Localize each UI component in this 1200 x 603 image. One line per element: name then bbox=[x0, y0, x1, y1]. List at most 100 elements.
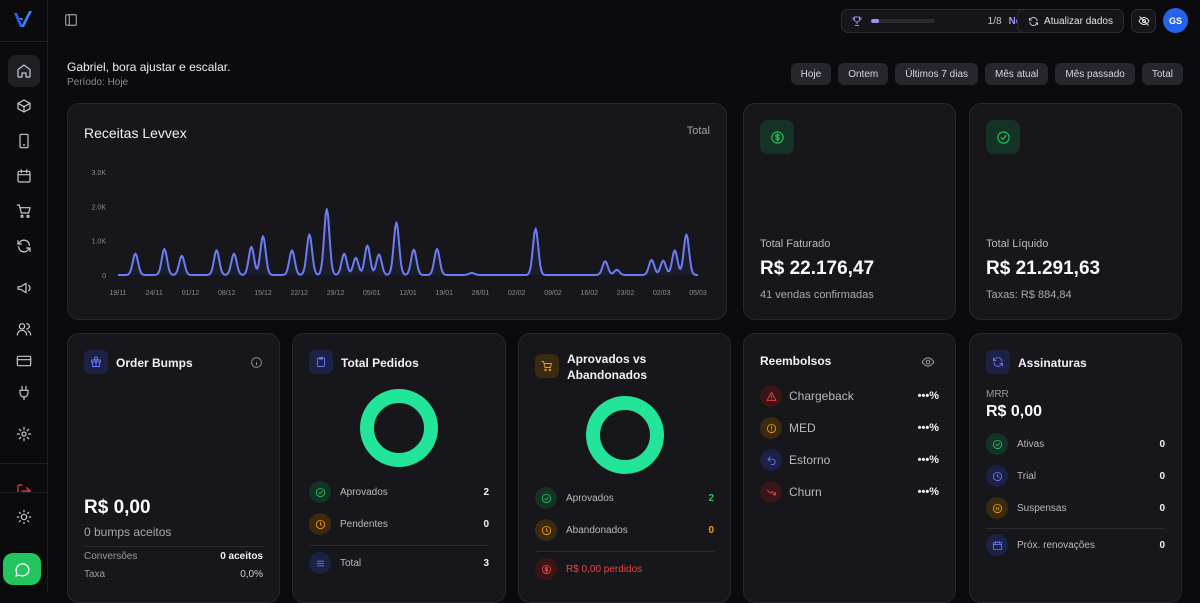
period-label: Período: Hoje bbox=[67, 77, 129, 88]
sidebar-item-logout[interactable] bbox=[8, 477, 40, 493]
x-tick-label: 15/12 bbox=[254, 290, 272, 297]
x-tick-label: 26/01 bbox=[472, 290, 490, 297]
eye-off-icon bbox=[1137, 16, 1150, 26]
sidebar-item-home[interactable] bbox=[8, 55, 40, 87]
revenue-series-line[interactable] bbox=[118, 208, 698, 276]
filter-yesterday[interactable]: Ontem bbox=[838, 63, 889, 85]
x-tick-label: 19/01 bbox=[435, 290, 453, 297]
sidebar-item-products[interactable] bbox=[8, 90, 40, 122]
sidebar-item-apps[interactable] bbox=[8, 125, 40, 157]
title-line: Aprovados vs bbox=[567, 352, 647, 366]
x-tick-label: 23/02 bbox=[617, 290, 635, 297]
row-label: Estorno bbox=[789, 453, 831, 467]
x-tick-label: 19/11 bbox=[110, 290, 127, 297]
kpi-value: R$ 21.291,63 bbox=[986, 258, 1101, 279]
approval-row-abandoned: Abandonados 0 bbox=[535, 518, 714, 542]
filter-last-month[interactable]: Mês passado bbox=[1055, 63, 1135, 85]
x-tick-label: 01/12 bbox=[182, 290, 200, 297]
order-bumps-row: Taxa 0,0% bbox=[84, 562, 263, 586]
order-bumps-card: Order Bumps R$ 0,00 0 bumps aceitos Conv… bbox=[67, 333, 280, 603]
approved-vs-abandoned-title: Aprovados vs Abandonados bbox=[567, 351, 647, 383]
check-circle-icon bbox=[986, 433, 1008, 455]
pause-icon bbox=[986, 497, 1008, 519]
revenue-area bbox=[118, 209, 698, 275]
clipboard-icon bbox=[317, 357, 325, 367]
kpi-icon-box bbox=[986, 120, 1020, 154]
sidebar-item-marketing[interactable] bbox=[8, 272, 40, 304]
panel-left-icon bbox=[65, 14, 77, 26]
goal-progress-fill bbox=[871, 19, 879, 23]
refresh-icon bbox=[1028, 16, 1039, 26]
sidebar-item-payments[interactable] bbox=[8, 345, 40, 377]
x-tick-label: 08/12 bbox=[218, 290, 236, 297]
subscriptions-icon-box bbox=[986, 350, 1010, 374]
levvex-logo[interactable] bbox=[12, 9, 34, 31]
row-label: Pendentes bbox=[340, 518, 388, 530]
box-icon bbox=[17, 99, 31, 113]
refresh-data-button[interactable]: Atualizar dados bbox=[1017, 9, 1124, 33]
hide-values-button[interactable] bbox=[1131, 9, 1156, 33]
subscription-row-suspended: Suspensas 0 bbox=[986, 496, 1165, 520]
filter-today[interactable]: Hoje bbox=[790, 63, 832, 85]
sidebar-toggle-button[interactable] bbox=[64, 13, 80, 29]
filter-current-month[interactable]: Mês atual bbox=[985, 63, 1049, 85]
sidebar-divider bbox=[0, 492, 47, 493]
support-chat-button[interactable] bbox=[3, 553, 41, 585]
row-value: 0 bbox=[1159, 438, 1165, 450]
chart-title: Receitas Levvex bbox=[84, 125, 187, 141]
revenue-line-chart[interactable]: 0 1.0K 2.0K 3.0K 19/11 24/11 01/12 08/12 15/12 22… bbox=[68, 104, 728, 321]
orders-donut[interactable] bbox=[359, 388, 439, 468]
kpi-icon-box bbox=[760, 120, 794, 154]
x-tick-label: 02/02 bbox=[508, 290, 526, 297]
row-label: Total bbox=[340, 557, 362, 569]
cart-icon-box bbox=[535, 354, 559, 378]
check-circle-icon bbox=[996, 130, 1010, 144]
row-value: •••% bbox=[917, 486, 939, 498]
row-value: 0 bbox=[708, 524, 714, 536]
users-icon bbox=[16, 323, 32, 336]
refresh-label: Atualizar dados bbox=[1044, 15, 1113, 27]
approved-vs-abandoned-card: Aprovados vs Abandonados Aprovados 2 Aba… bbox=[518, 333, 731, 603]
row-value: 0 bbox=[1159, 502, 1165, 514]
sidebar-item-subscriptions[interactable] bbox=[8, 230, 40, 262]
sidebar-item-integrations[interactable] bbox=[8, 377, 40, 409]
eye-icon[interactable] bbox=[921, 355, 935, 369]
sidebar-item-users[interactable] bbox=[8, 313, 40, 345]
dollar-icon bbox=[770, 130, 784, 144]
greeting: Gabriel, bora ajustar e escalar. bbox=[67, 60, 231, 74]
sidebar-item-sales[interactable] bbox=[8, 195, 40, 227]
kpi-subtext: 41 vendas confirmadas bbox=[760, 289, 874, 301]
x-tick-label: 22/12 bbox=[290, 290, 308, 297]
y-tick-label: 3.0K bbox=[92, 170, 107, 177]
row-value: •••% bbox=[917, 390, 939, 402]
subscription-row-active: Ativas 0 bbox=[986, 432, 1165, 456]
goal-count: 1/8 bbox=[987, 15, 1002, 27]
user-avatar[interactable]: GS bbox=[1163, 8, 1188, 33]
alert-triangle-icon bbox=[760, 385, 782, 407]
row-label: Conversões bbox=[84, 550, 138, 562]
x-tick-label: 24/11 bbox=[146, 290, 163, 297]
approval-row-approved: Aprovados 2 bbox=[535, 486, 714, 510]
filter-last-7-days[interactable]: Últimos 7 dias bbox=[895, 63, 979, 85]
filter-total[interactable]: Total bbox=[1141, 63, 1183, 85]
row-value: 0 bbox=[483, 518, 489, 530]
info-icon[interactable] bbox=[250, 356, 263, 369]
order-bumps-value: R$ 0,00 bbox=[84, 497, 151, 518]
clock-icon bbox=[986, 465, 1008, 487]
sidebar-divider bbox=[0, 463, 47, 464]
donut-ring bbox=[360, 389, 438, 467]
donut-ring bbox=[586, 396, 664, 474]
approval-donut[interactable] bbox=[585, 395, 665, 475]
lost-revenue-row: R$ 0,00 perdidos bbox=[535, 557, 714, 581]
row-value: •••% bbox=[917, 422, 939, 434]
row-label: Próx. renovações bbox=[1017, 539, 1095, 551]
theme-toggle[interactable] bbox=[8, 501, 40, 533]
sidebar-item-settings[interactable] bbox=[8, 418, 40, 450]
refund-row-estorno: Estorno •••% bbox=[760, 448, 939, 472]
y-tick-label: 1.0K bbox=[92, 239, 107, 246]
row-value: 2 bbox=[708, 492, 714, 504]
megaphone-icon bbox=[17, 282, 31, 294]
cart-icon bbox=[16, 204, 31, 218]
kpi-value: R$ 22.176,47 bbox=[760, 258, 875, 279]
sidebar-item-calendar[interactable] bbox=[8, 160, 40, 192]
